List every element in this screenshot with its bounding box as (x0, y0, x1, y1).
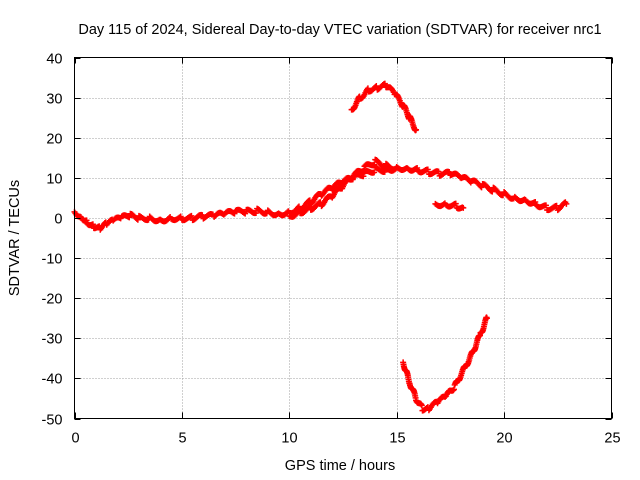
data-point (349, 175, 356, 182)
data-point (478, 184, 485, 191)
plot-border (74, 57, 612, 419)
y-tick-label: -20 (42, 292, 63, 308)
data-point (392, 165, 399, 172)
data-point (373, 83, 380, 90)
data-point (483, 315, 490, 322)
x-tick-label: 10 (281, 431, 297, 447)
data-point (253, 209, 260, 216)
x-axis-label: GPS time / hours (285, 458, 395, 474)
x-tick-label: 15 (389, 431, 405, 447)
data-point (89, 221, 96, 228)
y-tick-label: 0 (54, 212, 62, 228)
data-point (435, 168, 442, 175)
data-point (489, 188, 496, 195)
y-tick-label: 10 (46, 172, 62, 188)
data-point (381, 164, 388, 171)
data-point (553, 202, 560, 209)
data-points (71, 80, 570, 414)
y-tick-label: 30 (46, 92, 62, 108)
x-tick-label: 0 (71, 431, 79, 447)
x-tick-label: 20 (496, 431, 512, 447)
data-point (126, 214, 133, 221)
y-tick-label: -10 (42, 252, 63, 268)
x-tick-label: 5 (178, 431, 186, 447)
data-point (532, 199, 539, 206)
data-point (177, 213, 184, 220)
data-point (188, 212, 195, 219)
data-point (563, 200, 570, 207)
data-point (381, 80, 388, 87)
data-point (418, 402, 425, 409)
y-tick-label: 20 (46, 132, 62, 148)
data-point (424, 166, 431, 173)
data-point (393, 164, 400, 171)
grid-lines (74, 57, 612, 419)
data-point (371, 161, 378, 168)
data-point (306, 203, 313, 210)
data-point (134, 216, 141, 223)
y-tick-label: -50 (42, 413, 63, 429)
y-tick-label: -30 (42, 332, 63, 348)
data-point (452, 200, 459, 207)
y-axis-label: SDTVAR / TECUs (7, 180, 23, 296)
data-point (83, 217, 90, 224)
data-point (413, 126, 420, 133)
data-point (414, 164, 421, 171)
data-point (371, 169, 378, 176)
data-point (242, 210, 249, 217)
data-point (360, 173, 367, 180)
axis-ticks: 0 5 10 15 20 25 -50 -40 -30 -20 -10 0 10 20 30 40 (42, 52, 621, 447)
data-point (364, 85, 371, 92)
data-point (360, 167, 367, 174)
chart-title: Day 115 of 2024, Sidereal Day-to-day VTE… (78, 22, 601, 38)
y-tick-label: 40 (46, 52, 62, 68)
y-tick-label: -40 (42, 372, 63, 388)
data-point (231, 210, 238, 217)
x-tick-label: 25 (604, 431, 620, 447)
data-point (133, 215, 140, 222)
data-point (542, 202, 549, 209)
data-point (460, 204, 467, 211)
